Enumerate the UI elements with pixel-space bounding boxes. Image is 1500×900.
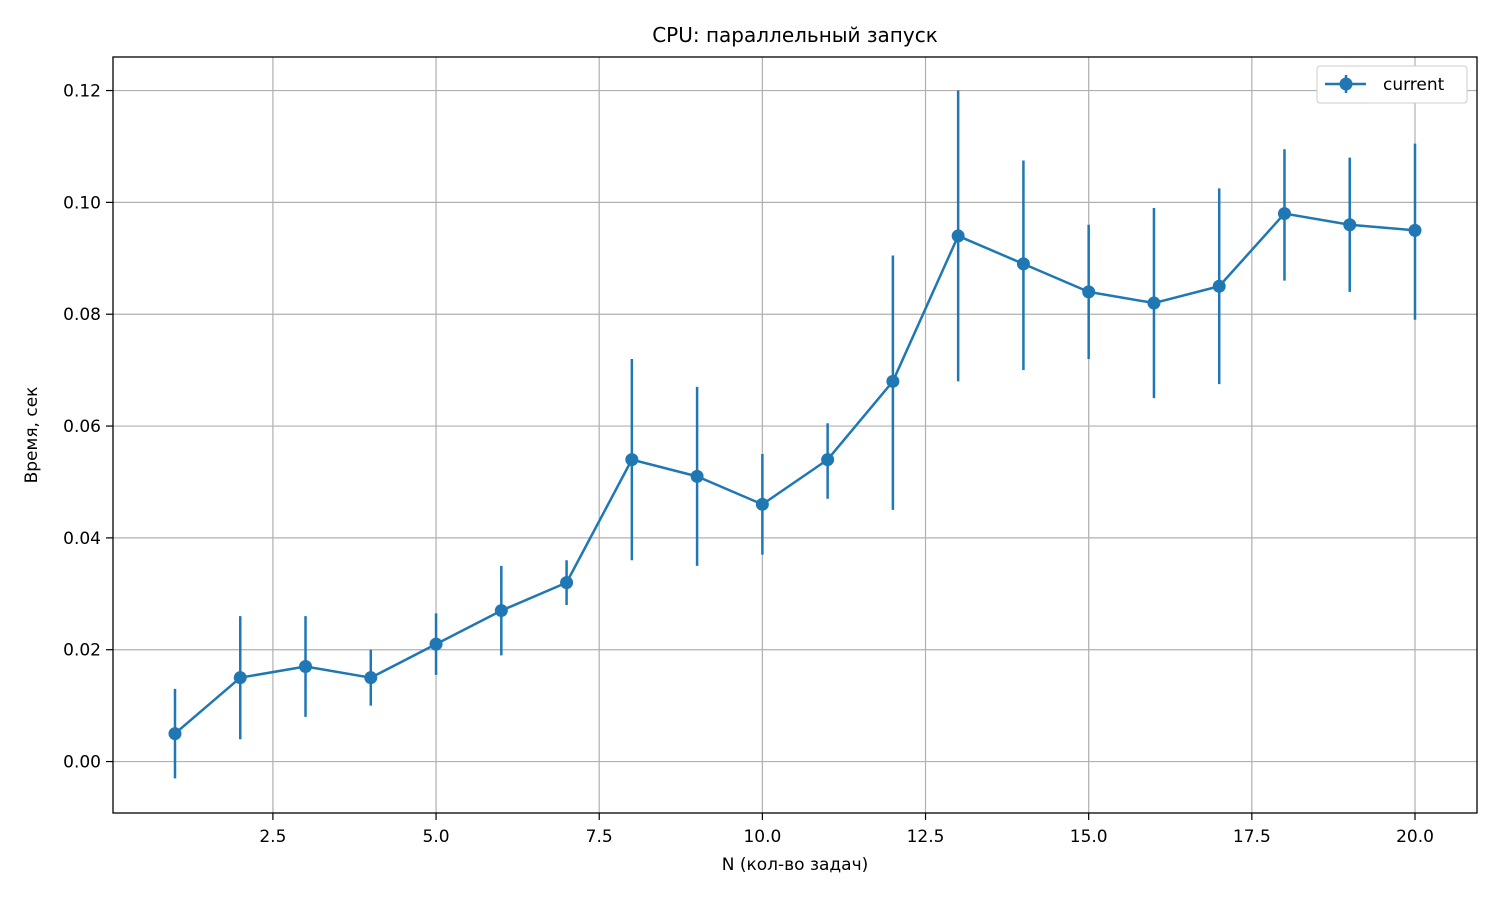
y-axis-title: Время, сек [22,387,42,484]
grid [113,57,1477,813]
legend-marker [1339,77,1353,91]
data-point [821,453,835,467]
data-point [1408,223,1422,237]
data-point [1016,257,1030,271]
chart-title: CPU: параллельный запуск [652,23,938,47]
y-tick-label: 0.02 [63,641,101,661]
plot-frame [112,56,1478,814]
series-line [174,212,1416,735]
data-point [951,229,965,243]
data-point [494,604,508,618]
data-point [690,469,704,483]
legend: current [1316,65,1468,104]
data-point [560,576,574,590]
data-point [1212,279,1226,293]
x-tick-label: 15.0 [1070,827,1108,847]
legend-box [1316,65,1468,104]
data-point [364,671,378,685]
data-point [1277,207,1291,221]
y-tick-label: 0.12 [63,82,101,102]
data-point [1082,285,1096,299]
y-tick-label: 0.00 [63,753,101,773]
series-current [168,90,1422,779]
x-axis-title: N (кол-во задач) [722,855,869,875]
x-tick-label: 17.5 [1233,827,1271,847]
x-tick-label: 20.0 [1396,827,1434,847]
data-point [299,659,313,673]
y-tick-label: 0.10 [63,193,101,213]
data-point [625,453,639,467]
ticks: 2.5 5.0 7.5 10.0 12.5 15.0 17.5 20.0 0.00 0.02 0.0… [63,82,1434,847]
x-tick-label: 7.5 [586,827,613,847]
data-point [755,497,769,511]
x-tick-label: 12.5 [907,827,945,847]
x-tick-label: 2.5 [259,827,286,847]
x-tick-label: 10.0 [743,827,781,847]
x-tick-label: 5.0 [423,827,450,847]
data-point [233,671,247,685]
y-tick-label: 0.04 [63,529,101,549]
y-tick-label: 0.06 [63,417,101,437]
data-point [1147,296,1161,310]
legend-label: current [1383,75,1445,95]
data-point [1343,218,1357,232]
y-tick-label: 0.08 [63,305,101,325]
data-point [168,727,182,741]
data-point [886,374,900,388]
data-point [429,637,443,651]
